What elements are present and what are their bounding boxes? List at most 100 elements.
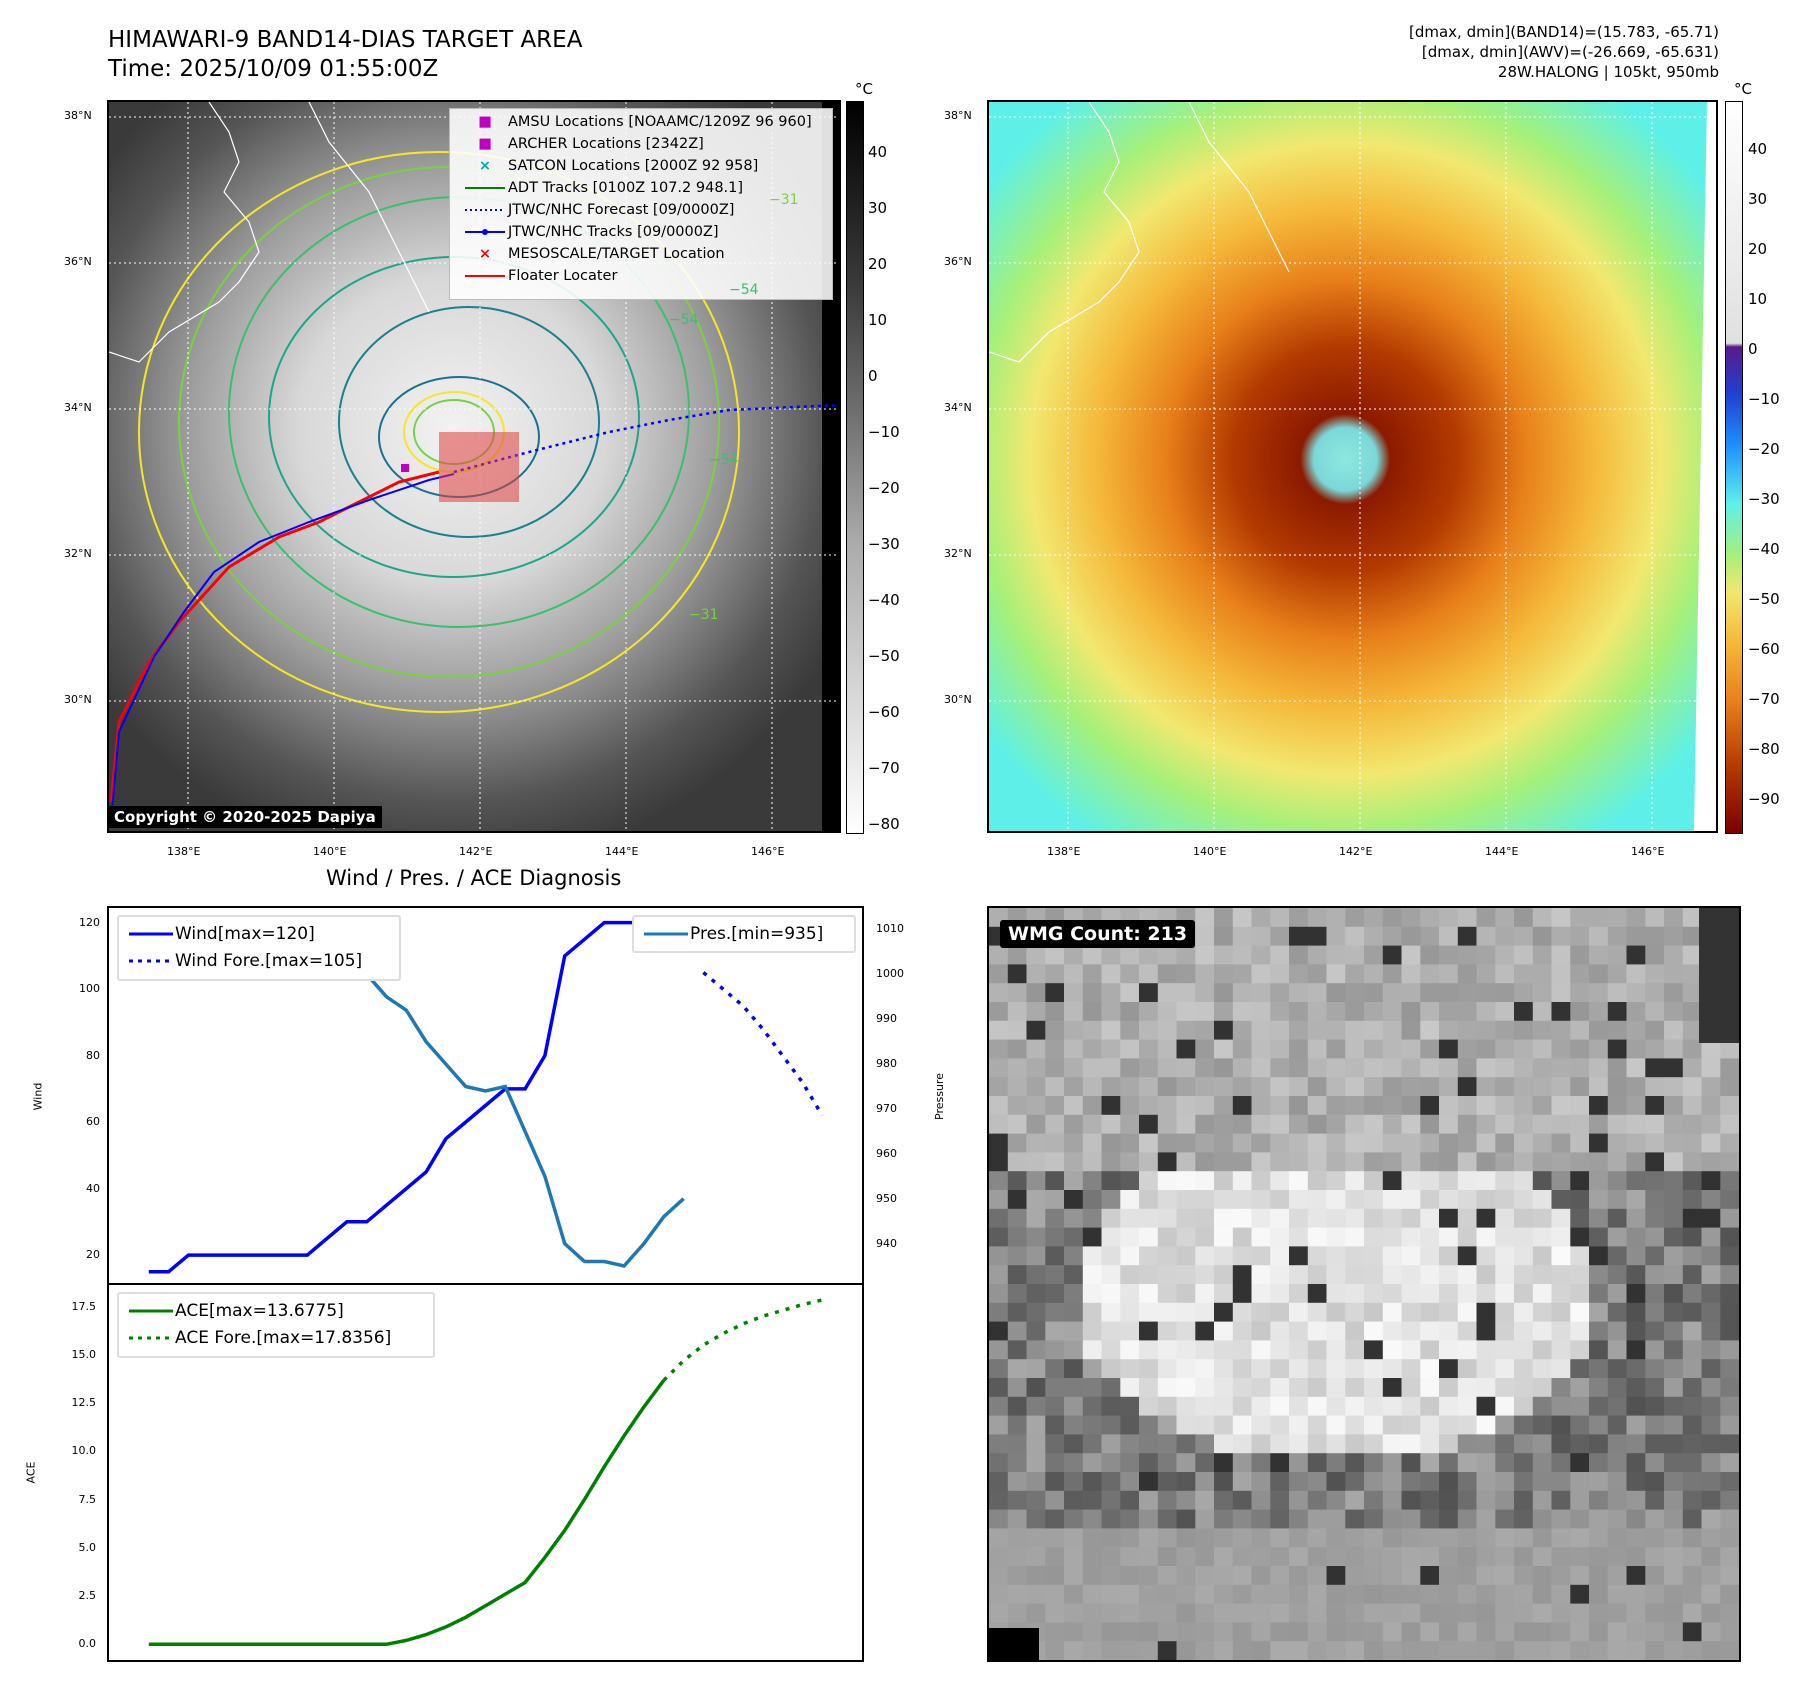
line-icon [642, 927, 690, 941]
pressure-axis-label: Pressure [932, 1073, 946, 1120]
wmg-canvas [989, 908, 1739, 1660]
ace-axis-tick: 2.5 [78, 1589, 97, 1603]
contour-label: −31 [769, 192, 799, 208]
legend-ace: ACE[max=13.6775] [127, 1298, 344, 1324]
legend-target: × MESOSCALE/TARGET Location [462, 243, 725, 265]
pressure-axis-tick: 970 [876, 1101, 897, 1115]
colorbar-right-tick: −30 [1748, 490, 1780, 508]
legend-adt: ADT Tracks [0100Z 107.2 948.1] [462, 177, 743, 199]
lat-label: 38°N [944, 109, 972, 122]
awv-range: [dmax, dmin](AWV)=(-26.669, -65.631) [1421, 43, 1719, 61]
colorbar-right-tick: 30 [1748, 190, 1768, 208]
wind-series-line [148, 920, 665, 1274]
ace-canvas [148, 1298, 823, 1647]
colorbar-left-tick: −10 [868, 423, 900, 441]
line-dot-icon [462, 225, 508, 239]
x-marker-icon: × [478, 158, 492, 174]
pressure-axis-tick: 980 [876, 1057, 897, 1071]
colorbar-left-tick: −70 [868, 759, 900, 777]
square-marker-icon: ■ [478, 136, 492, 152]
lat-label: 30°N [944, 693, 972, 706]
colorbar-right-unit: °C [1734, 80, 1752, 98]
lat-label: 36°N [944, 255, 972, 268]
storm-info: 28W.HALONG | 105kt, 950mb [1497, 63, 1719, 81]
legend-forecast: JTWC/NHC Forecast [09/0000Z] [462, 199, 734, 221]
legend-adt-label: ADT Tracks [0100Z 107.2 948.1] [508, 180, 744, 196]
lon-label: 142°E [459, 845, 493, 858]
title-line-2: Time: 2025/10/09 01:55:00Z [108, 56, 439, 82]
pressure-axis-tick: 940 [876, 1236, 897, 1250]
legend-wind-label: Wind[max=120] [175, 924, 315, 944]
legend-amsu: ■ AMSU Locations [NOAAMC/1209Z 96 960] [462, 111, 811, 133]
contour-label: −54 [709, 452, 739, 468]
copyright-badge: Copyright © 2020-2025 Dapiya [108, 806, 382, 828]
line-icon [462, 181, 508, 195]
lat-label: 36°N [64, 255, 92, 268]
colorbar-right-tick: 10 [1748, 290, 1768, 308]
legend-pres: Pres.[min=935] [642, 921, 823, 947]
contour-label: −54 [669, 312, 699, 328]
colorbar-left-tick: −20 [868, 479, 900, 497]
dotted-line-icon [127, 954, 175, 968]
wind-legend: Wind[max=120] Wind Fore.[max=105] [117, 915, 401, 981]
lon-label: 138°E [167, 845, 201, 858]
awv-map-canvas [989, 102, 1716, 831]
pressure-axis-tick: 960 [876, 1146, 897, 1160]
legend-wind-fore-label: Wind Fore.[max=105] [175, 951, 363, 971]
wmg-count-badge: WMG Count: 213 [1000, 920, 1196, 948]
colorbar-left-tick: 30 [868, 199, 888, 217]
colorbar-right-tick: −80 [1748, 740, 1780, 758]
colorbar-right-tick: −10 [1748, 390, 1780, 408]
ace-axis-tick: 15.0 [71, 1347, 97, 1361]
colorbar-left-unit: °C [855, 80, 873, 98]
square-marker-icon: ■ [478, 114, 492, 130]
wmg-panel [987, 906, 1741, 1662]
jtwc-track [110, 473, 455, 823]
lon-label: 140°E [1193, 845, 1227, 858]
lon-label: 142°E [1339, 845, 1373, 858]
header-stats: [dmax, dmin](BAND14)=(15.783, -65.71) [d… [1409, 22, 1719, 82]
dotted-line-icon [462, 203, 508, 217]
archer-location-marker [401, 464, 409, 472]
colorbar-right-tick: 0 [1748, 340, 1758, 358]
lon-label: 138°E [1047, 845, 1081, 858]
lat-label: 32°N [64, 547, 92, 560]
colorbar-left-tick: −30 [868, 535, 900, 553]
lat-label: 34°N [64, 401, 92, 414]
map-legend: ■ AMSU Locations [NOAAMC/1209Z 96 960] ■ A… [449, 108, 833, 300]
legend-ace-fore-label: ACE Fore.[max=17.8356] [175, 1328, 392, 1348]
legend-satcon: × SATCON Locations [2000Z 92 958] [462, 155, 758, 177]
lon-label: 146°E [1631, 845, 1665, 858]
floater-locater-track [109, 470, 440, 803]
line-icon [462, 269, 508, 283]
line-icon [127, 1304, 175, 1318]
pressure-axis-tick: 1000 [876, 967, 904, 981]
colorbar-left-tick: 40 [868, 143, 888, 161]
diagnosis-title: Wind / Pres. / ACE Diagnosis [326, 866, 622, 890]
colorbar-right [1725, 101, 1743, 834]
ace-axis-tick: 0.0 [78, 1637, 97, 1651]
ace-axis-tick: 7.5 [78, 1492, 97, 1506]
lon-label: 146°E [751, 845, 785, 858]
lat-label: 30°N [64, 693, 92, 706]
colorbar-right-tick: −50 [1748, 590, 1780, 608]
band14-range: [dmax, dmin](BAND14)=(15.783, -65.71) [1408, 23, 1719, 41]
line-icon [127, 927, 175, 941]
target-area-box [439, 432, 519, 502]
pressure-axis-tick: 990 [876, 1012, 897, 1026]
pressure-axis-tick: 950 [876, 1191, 897, 1205]
colorbar-left-tick: −80 [868, 815, 900, 833]
colorbar-left [846, 101, 864, 834]
legend-floater: Floater Locater [462, 265, 617, 287]
colorbar-right-tick: −60 [1748, 640, 1780, 658]
legend-ace-label: ACE[max=13.6775] [175, 1301, 344, 1321]
colorbar-left-tick: 20 [868, 255, 888, 273]
legend-tracks-label: JTWC/NHC Tracks [09/0000Z] [508, 224, 719, 240]
pressure-legend: Pres.[min=935] [632, 915, 856, 953]
colorbar-right-tick: −70 [1748, 690, 1780, 708]
ace-axis-tick: 17.5 [71, 1299, 97, 1313]
title-line-1: HIMAWARI-9 BAND14-DIAS TARGET AREA [108, 27, 583, 53]
legend-forecast-label: JTWC/NHC Forecast [09/0000Z] [508, 202, 735, 218]
wind-axis-tick: 80 [86, 1048, 100, 1062]
wind-axis-tick: 120 [79, 915, 100, 929]
